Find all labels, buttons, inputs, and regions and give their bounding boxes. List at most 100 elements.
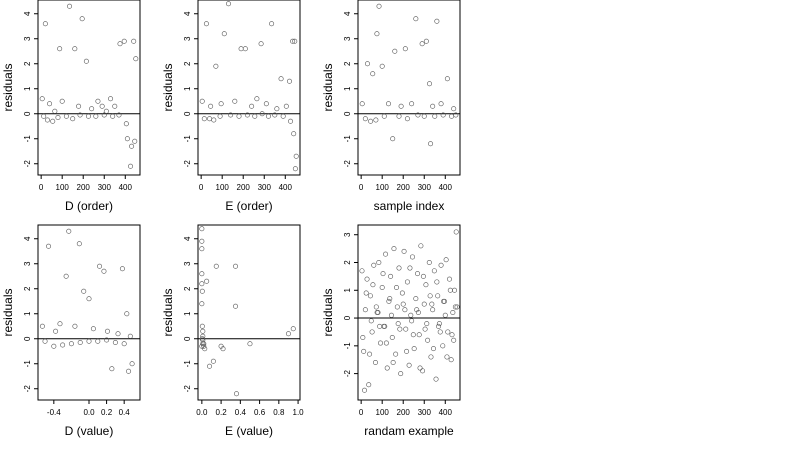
data-point — [283, 103, 289, 109]
data-point — [108, 96, 114, 102]
plot-frame — [197, 224, 301, 401]
data-point — [204, 278, 210, 284]
data-point — [379, 284, 385, 290]
y-tick-label: 0 — [343, 111, 352, 116]
data-point — [95, 338, 101, 344]
data-point — [199, 98, 205, 104]
y-axis-label: residuals — [321, 288, 335, 336]
data-point — [379, 63, 385, 69]
data-point — [430, 103, 436, 109]
data-point — [232, 98, 238, 104]
data-point — [453, 229, 459, 235]
x-tick-label: 0.8 — [273, 408, 285, 417]
data-point — [398, 371, 404, 377]
data-point — [438, 101, 444, 107]
data-point — [39, 96, 45, 102]
x-tick-label: 200 — [77, 183, 91, 192]
data-point — [203, 21, 209, 27]
data-point — [454, 304, 460, 310]
data-point — [444, 354, 450, 360]
data-point — [291, 131, 297, 137]
data-point — [376, 259, 382, 265]
y-tick-label: 2 — [23, 286, 32, 291]
data-point — [201, 343, 207, 349]
data-point — [290, 38, 296, 44]
data-point — [415, 112, 421, 118]
data-point — [112, 339, 118, 345]
y-axis-label: residuals — [161, 63, 175, 111]
data-point — [403, 326, 409, 332]
data-point — [72, 323, 78, 329]
y-tick-label: 3 — [23, 36, 32, 41]
chart-panel-6: 0 100 200 300 400 -2 -1 0 1 2 3 randam example resid… — [321, 224, 461, 438]
data-point — [452, 304, 458, 310]
data-point — [449, 113, 455, 119]
x-axis-label: sample index — [374, 199, 445, 213]
plot-frame — [197, 0, 301, 176]
data-point — [115, 331, 121, 337]
data-point — [362, 116, 368, 122]
data-point — [123, 121, 129, 127]
y-tick-label: 3 — [23, 261, 32, 266]
data-point — [128, 163, 134, 169]
data-point — [423, 282, 429, 288]
y-tick-label: -2 — [343, 370, 352, 378]
data-point — [278, 76, 284, 82]
data-point — [447, 287, 453, 293]
data-point — [55, 115, 61, 121]
data-point — [371, 262, 377, 268]
data-point — [217, 113, 223, 119]
data-point — [382, 323, 388, 329]
y-axis-label: residuals — [161, 288, 175, 336]
data-point — [225, 1, 231, 7]
y-tick-label: -1 — [23, 135, 32, 143]
data-point — [274, 106, 280, 112]
data-point — [288, 118, 294, 124]
x-tick-label: 0.6 — [254, 408, 266, 417]
data-point — [104, 328, 110, 334]
x-axis-label: D (order) — [65, 199, 113, 213]
data-point — [374, 31, 380, 37]
data-point — [364, 276, 370, 282]
y-tick-label: -1 — [343, 135, 352, 143]
data-point — [402, 307, 408, 313]
y-tick-label: 1 — [183, 86, 192, 91]
data-point — [381, 113, 387, 119]
data-point — [101, 268, 107, 274]
data-point — [286, 78, 292, 84]
data-point — [437, 329, 443, 335]
data-point — [445, 329, 451, 335]
data-point — [207, 116, 213, 122]
data-point — [101, 112, 107, 118]
data-point — [218, 101, 224, 107]
y-axis-label: residuals — [1, 63, 15, 111]
data-point — [70, 116, 76, 122]
data-point — [393, 351, 399, 357]
y-tick-label: 0 — [183, 336, 192, 341]
data-point — [441, 298, 447, 304]
data-point — [380, 271, 386, 277]
y-tick-label: 2 — [183, 61, 192, 66]
data-point — [370, 282, 376, 288]
data-point — [414, 307, 420, 313]
data-point — [367, 293, 373, 299]
data-point — [421, 113, 427, 119]
data-point — [409, 254, 415, 260]
data-point — [369, 329, 375, 335]
x-tick-label: 0 — [359, 183, 364, 192]
data-point — [416, 332, 422, 338]
data-point — [409, 101, 415, 107]
data-point — [99, 103, 105, 109]
data-point — [404, 116, 410, 122]
data-point — [93, 113, 99, 119]
data-point — [395, 321, 401, 327]
data-point — [423, 38, 429, 44]
data-point — [109, 366, 115, 372]
data-point — [242, 46, 248, 52]
data-point — [368, 318, 374, 324]
data-point — [200, 341, 206, 347]
data-point — [68, 341, 74, 347]
data-point — [367, 351, 373, 357]
data-point — [220, 346, 226, 352]
